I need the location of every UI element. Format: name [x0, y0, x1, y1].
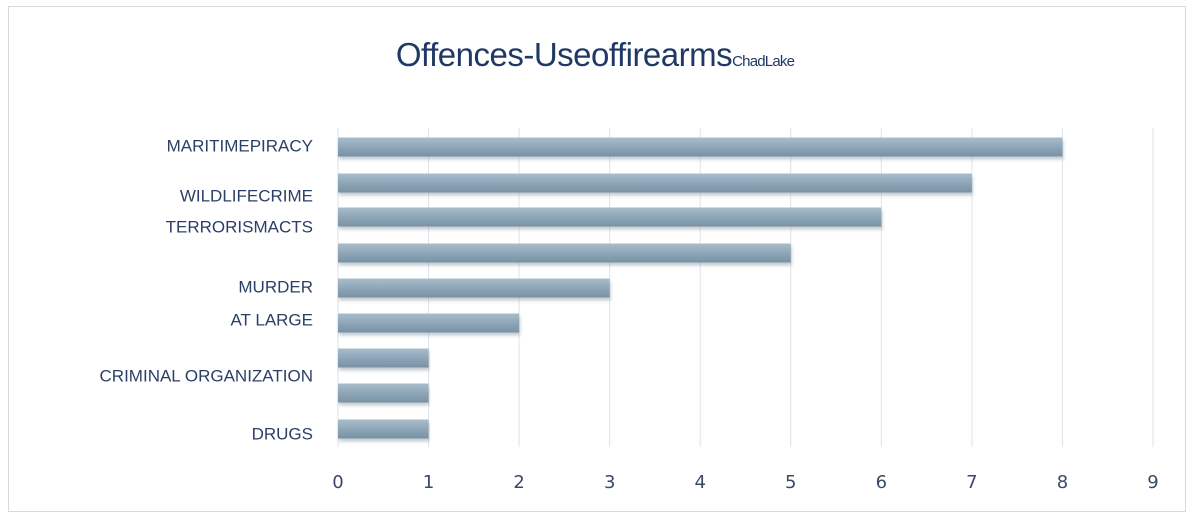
chart-subtitle: ChadLake [732, 53, 795, 70]
x-tick-label: 6 [876, 472, 887, 493]
x-tick-label: 9 [1147, 472, 1158, 493]
bar [338, 278, 610, 298]
bar [338, 313, 520, 333]
x-tick-label: 3 [604, 472, 615, 493]
chart-title-main: Offences-Useoffirearms [395, 36, 733, 73]
x-tick-label: 0 [332, 472, 343, 493]
category-label: AT LARGE [230, 310, 313, 329]
category-label: DRUGS [252, 424, 313, 443]
x-tick-label: 1 [423, 472, 434, 493]
category-label: MARITIMEPIRACY [167, 136, 313, 155]
category-label: TERRORISMACTS [166, 217, 313, 236]
x-tick-label: 5 [785, 472, 796, 493]
chart-title: Offences-UseoffirearmsChadLake [0, 36, 1190, 74]
bar [338, 243, 791, 263]
bar [338, 348, 429, 368]
x-tick-label: 4 [694, 472, 705, 493]
category-label: CRIMINAL ORGANIZATION [100, 366, 313, 385]
bar [338, 383, 429, 403]
category-label: WILDLIFECRIME [180, 186, 313, 205]
bar [338, 137, 1063, 157]
bar [338, 173, 972, 193]
category-label: MURDER [238, 277, 313, 296]
x-tick-label: 8 [1057, 472, 1068, 493]
x-tick-label: 7 [966, 472, 977, 493]
bar [338, 419, 429, 439]
bar [338, 207, 882, 227]
x-tick-label: 2 [513, 472, 524, 493]
